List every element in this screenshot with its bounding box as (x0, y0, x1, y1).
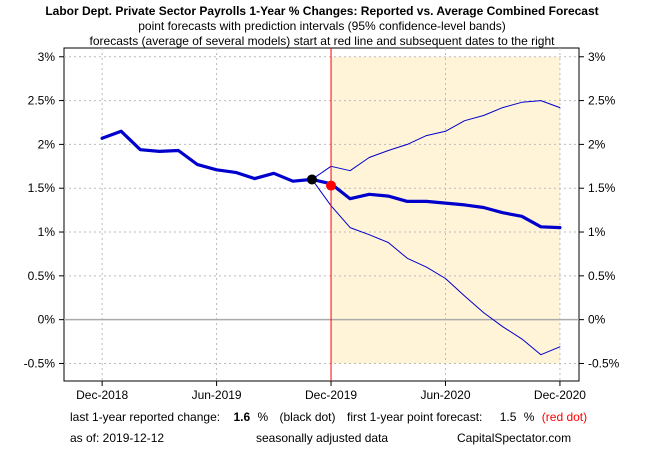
y-tick-label-right: 0.5% (588, 269, 616, 283)
point-first-forecast (326, 180, 337, 191)
footer-first-forecast: first 1-year point forecast: 1.5 % (red … (347, 410, 587, 424)
y-tick-label-left: 2.5% (28, 94, 56, 108)
footer-last-change-note: (black dot) (279, 410, 335, 424)
footer-first-forecast-unit: % (524, 410, 535, 424)
footer-first-forecast-value: 1.5 (500, 410, 517, 424)
forecast-shade (331, 56, 560, 364)
series-line-lower-band (311, 178, 561, 356)
footer-first-forecast-label: first 1-year point forecast: (347, 410, 482, 424)
y-tick-label-right: 1% (588, 225, 606, 239)
x-tick-label: Dec-2020 (534, 388, 586, 402)
footer-last-change-label: last 1-year reported change: (70, 410, 220, 424)
y-tick-label-left: -0.5% (24, 356, 56, 370)
y-tick-label-left: 0.5% (28, 269, 56, 283)
footer-first-forecast-note: (red dot) (542, 410, 587, 424)
y-tick-label-right: 2.5% (588, 94, 616, 108)
footer-source: CapitalSpectator.com (457, 431, 571, 445)
plot-frame (63, 47, 580, 382)
y-tick-label-left: 2% (38, 137, 56, 151)
footer-last-change-unit: % (257, 410, 268, 424)
axis-ticks: -0.5% -0.5% 0% 0% 0.5% 0.5% 1% 1% 1.5% 1.5% 2% 2% 2.… (24, 50, 620, 402)
y-tick-label-right: 3% (588, 50, 606, 64)
grid-lines (64, 48, 579, 381)
x-tick-label: Dec-2019 (305, 388, 357, 402)
x-tick-label: Jun-2019 (192, 388, 242, 402)
footer-last-change: last 1-year reported change: 1.6 % (blac… (70, 410, 336, 424)
footer-as-of: as of: 2019-12-12 (70, 431, 164, 445)
point-last-reported (306, 174, 317, 185)
y-tick-label-right: 0% (588, 313, 606, 327)
chart-title: Labor Dept. Private Sector Payrolls 1-Ye… (45, 4, 598, 18)
x-tick-label: Jun-2020 (420, 388, 470, 402)
footer-adjustment: seasonally adjusted data (256, 431, 388, 445)
series-line-upper-band (311, 100, 561, 180)
highlight-points (306, 174, 337, 191)
y-tick-label-left: 0% (38, 313, 56, 327)
chart-subtitle-1: point forecasts with prediction interval… (138, 19, 506, 33)
y-tick-label-left: 1% (38, 225, 56, 239)
y-tick-label-right: 1.5% (588, 181, 616, 195)
chart-subtitle-2: forecasts (average of several models) st… (90, 34, 556, 48)
y-tick-label-left: 1.5% (28, 181, 56, 195)
x-tick-label: Dec-2018 (76, 388, 128, 402)
series-line-forecast (310, 177, 562, 230)
y-tick-label-right: -0.5% (588, 356, 620, 370)
series-lines (100, 100, 562, 356)
series-line-reported (100, 129, 314, 183)
y-tick-label-left: 3% (38, 50, 56, 64)
footer-last-change-value: 1.6 (233, 410, 250, 424)
forecast-region (331, 56, 560, 364)
y-tick-label-right: 2% (588, 137, 606, 151)
